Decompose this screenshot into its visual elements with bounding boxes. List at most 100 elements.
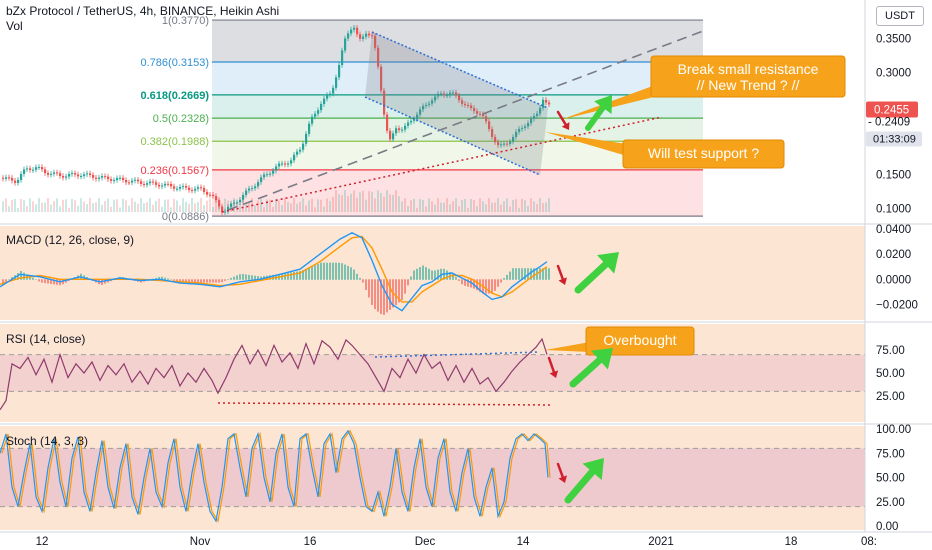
candle-body <box>146 183 149 185</box>
volume-bar <box>50 204 52 212</box>
candle-body <box>317 110 320 114</box>
annotations: Break small resistance// New Trend ? // W… <box>545 55 846 504</box>
candle-body <box>92 174 95 178</box>
macd-hist-bar <box>272 274 274 280</box>
currency-button[interactable]: USDT <box>876 6 924 26</box>
candle-body <box>347 33 350 39</box>
volume-bar <box>47 198 49 212</box>
volume-bar <box>401 201 403 212</box>
macd-hist-bar <box>521 268 523 280</box>
volume-bar <box>44 202 46 212</box>
volume-bar <box>131 198 133 212</box>
macd-hist-bar <box>194 279 196 283</box>
candle-body <box>17 179 20 183</box>
candle-body <box>191 190 194 192</box>
volume-bar <box>35 204 37 212</box>
volume-bar <box>68 207 70 212</box>
macd-hist-bar <box>464 279 466 286</box>
volume-bar <box>383 196 385 212</box>
macd-hist-bar <box>209 279 211 283</box>
candle-body <box>263 174 266 178</box>
volume-bar <box>77 205 79 212</box>
time-tick: 16 <box>304 536 317 548</box>
macd-hist-bar <box>494 279 496 291</box>
candle-body <box>485 116 488 122</box>
volume-bar <box>518 207 520 212</box>
volume-bar <box>392 194 394 212</box>
support-callout-text: Will test support ? <box>648 145 759 161</box>
volume-bar <box>461 200 463 212</box>
candle-body <box>329 93 332 95</box>
volume-bar <box>185 201 187 212</box>
rsi-support-line <box>217 402 554 406</box>
candle-body <box>164 183 167 186</box>
volume-bar <box>395 190 397 212</box>
volume-bar <box>542 203 544 212</box>
stoch-k-line <box>0 429 549 523</box>
candle-body <box>242 194 245 200</box>
candle-body <box>464 103 467 106</box>
volume-bar <box>416 207 418 212</box>
macd-hist-bar <box>47 279 49 284</box>
candle-body <box>272 170 275 174</box>
candle-body <box>374 36 377 48</box>
volume-bar <box>347 195 349 212</box>
candle-body <box>197 187 200 189</box>
macd-hist-bar <box>308 267 310 280</box>
macd-tick: −0.0200 <box>876 299 918 311</box>
volume-bar <box>311 198 313 212</box>
volume-bar <box>533 201 535 212</box>
support-callout-box <box>622 139 785 169</box>
volume-bar <box>59 206 61 212</box>
volume-bar <box>398 196 400 212</box>
macd-hist-bar <box>503 278 505 280</box>
candle-body <box>473 108 476 112</box>
candle-body <box>455 92 458 96</box>
candle-body <box>500 144 503 146</box>
candle-body <box>200 187 203 189</box>
volume-bar <box>377 190 379 212</box>
candle-body <box>545 99 548 103</box>
candle-body <box>521 127 524 129</box>
candle-body <box>467 105 470 107</box>
current-price-label: 0.2455 <box>874 104 909 116</box>
time-tick: 08: <box>861 536 877 548</box>
candle-body <box>155 182 158 185</box>
macd-hist-bar <box>161 276 163 280</box>
macd-hist-bar <box>269 275 271 280</box>
fib-label: 0(0.0886) <box>162 211 209 223</box>
volume-bar <box>29 198 31 212</box>
stoch-pane <box>0 426 865 530</box>
volume-bar <box>152 204 154 212</box>
green-arrow-stoch-shaft <box>564 468 596 504</box>
volume-bar <box>350 193 352 212</box>
macd-hist-bar <box>524 268 526 280</box>
volume-bar <box>299 201 301 212</box>
macd-hist-bar <box>170 279 172 280</box>
volume-bar <box>14 199 16 212</box>
volume-bar <box>539 198 541 212</box>
chart-title: bZx Protocol / TetherUS, 4h, BINANCE, He… <box>6 4 280 18</box>
volume-bar <box>164 199 166 212</box>
volume-bar <box>404 198 406 212</box>
candle-body <box>323 98 326 104</box>
volume-bar <box>176 200 178 212</box>
candle-body <box>389 130 392 140</box>
candle-body <box>527 123 530 127</box>
candle-body <box>410 120 413 123</box>
fib-zone <box>212 94 703 119</box>
candle-body <box>407 122 410 126</box>
macd-hist-bar <box>221 279 223 283</box>
macd-hist-bar <box>299 271 301 280</box>
candle-body <box>137 179 140 182</box>
macd-hist-bar <box>293 271 295 280</box>
candle-body <box>332 87 335 94</box>
candle-body <box>167 183 170 185</box>
candle-body <box>437 93 440 97</box>
macd-hist-bar <box>515 268 517 280</box>
volume-bar <box>263 207 265 212</box>
macd-hist-bar <box>41 279 43 283</box>
candle-body <box>506 143 509 145</box>
candle-body <box>371 35 374 37</box>
